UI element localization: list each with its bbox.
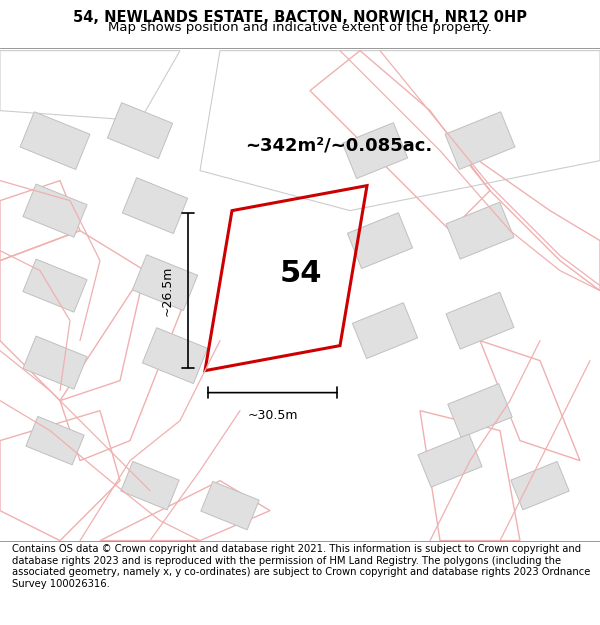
Text: ~26.5m: ~26.5m bbox=[161, 266, 174, 316]
Polygon shape bbox=[20, 112, 90, 169]
Polygon shape bbox=[448, 384, 512, 438]
Polygon shape bbox=[23, 336, 87, 389]
Text: ~342m²/~0.085ac.: ~342m²/~0.085ac. bbox=[245, 137, 432, 154]
Polygon shape bbox=[0, 51, 180, 121]
Polygon shape bbox=[107, 102, 173, 159]
Polygon shape bbox=[418, 434, 482, 487]
Polygon shape bbox=[446, 292, 514, 349]
Polygon shape bbox=[121, 461, 179, 510]
Polygon shape bbox=[511, 461, 569, 510]
Polygon shape bbox=[122, 177, 188, 234]
Text: Contains OS data © Crown copyright and database right 2021. This information is : Contains OS data © Crown copyright and d… bbox=[12, 544, 590, 589]
Polygon shape bbox=[446, 202, 514, 259]
Polygon shape bbox=[343, 122, 407, 179]
Polygon shape bbox=[352, 302, 418, 359]
Text: ~30.5m: ~30.5m bbox=[247, 409, 298, 422]
Polygon shape bbox=[445, 112, 515, 169]
Text: Map shows position and indicative extent of the property.: Map shows position and indicative extent… bbox=[108, 21, 492, 34]
Polygon shape bbox=[23, 259, 87, 312]
Text: 54: 54 bbox=[280, 259, 322, 288]
Polygon shape bbox=[142, 328, 208, 384]
Polygon shape bbox=[347, 213, 413, 269]
Polygon shape bbox=[201, 481, 259, 530]
Polygon shape bbox=[23, 184, 87, 237]
Polygon shape bbox=[200, 51, 600, 211]
Text: 54, NEWLANDS ESTATE, BACTON, NORWICH, NR12 0HP: 54, NEWLANDS ESTATE, BACTON, NORWICH, NR… bbox=[73, 11, 527, 26]
Polygon shape bbox=[26, 416, 84, 465]
Polygon shape bbox=[133, 255, 197, 311]
